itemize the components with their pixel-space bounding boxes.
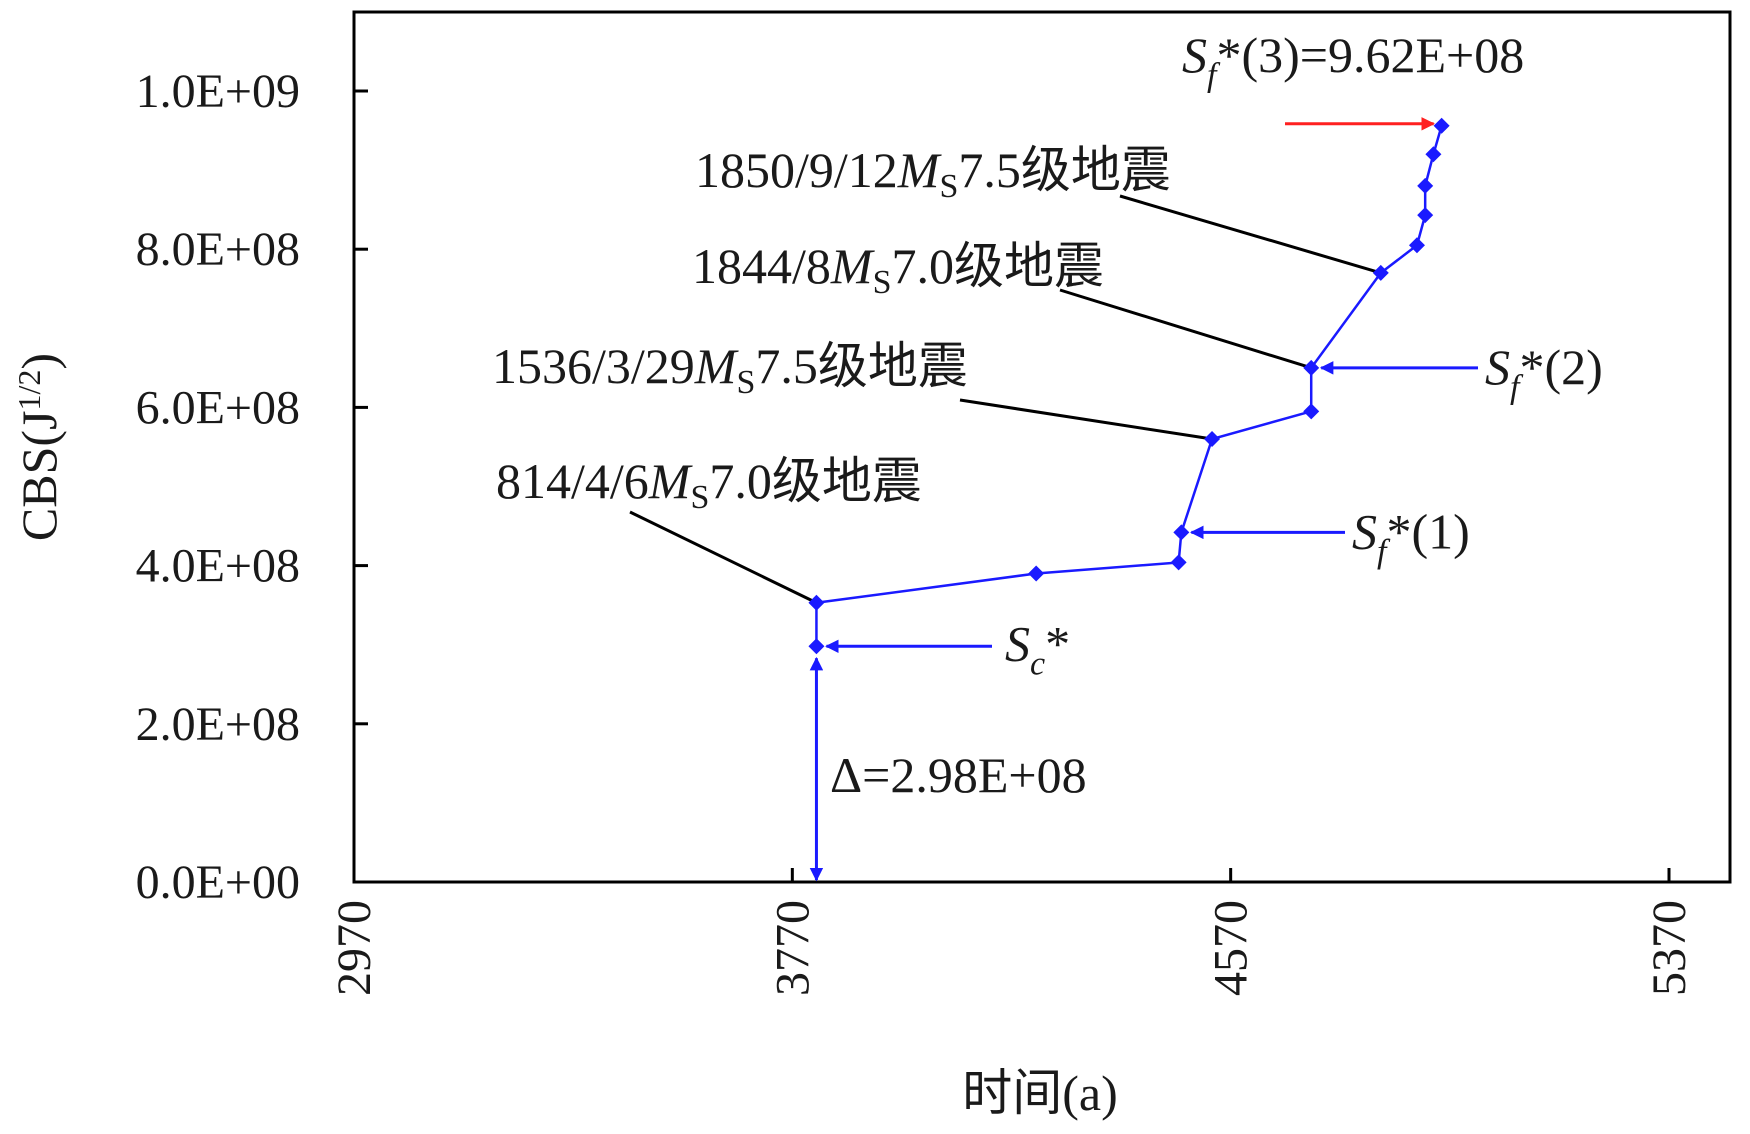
data-point [1417, 207, 1434, 224]
y-tick-label: 2.0E+08 [136, 698, 300, 751]
leader-line [959, 398, 1213, 441]
sf1-label: Sf*(1) [1352, 503, 1470, 570]
data-point [1173, 524, 1190, 541]
annotation-arrows [809, 117, 1478, 882]
quake-label: 1850/9/12MS7.5级地震 [695, 142, 1171, 205]
quake-label: 814/4/6MS7.0级地震 [496, 453, 922, 516]
leader-line [1119, 194, 1382, 275]
x-tick-label: 3770 [766, 900, 819, 996]
leader-line [629, 510, 818, 605]
y-axis-ticks: 0.0E+00 2.0E+08 4.0E+08 6.0E+08 8.0E+08 1.0E+… [136, 65, 368, 909]
x-tick-label: 5370 [1643, 900, 1696, 996]
x-tick-label: 2970 [328, 900, 381, 996]
data-point [1028, 565, 1045, 582]
data-point [1303, 403, 1320, 420]
y-tick-label: 1.0E+09 [136, 65, 300, 118]
sf2-label: Sf*(2) [1485, 339, 1603, 406]
data-point [1433, 117, 1450, 134]
data-point [1303, 359, 1320, 376]
y-tick-label: 0.0E+00 [136, 856, 300, 909]
data-point [1204, 431, 1221, 448]
data-point [808, 594, 825, 611]
data-point [808, 638, 825, 655]
annotation-labels: 814/4/6MS7.0级地震 1536/3/29MS7.5级地震 1844/8MS… [492, 27, 1603, 803]
plot-frame [352, 10, 1732, 884]
data-point [1170, 554, 1187, 571]
y-tick-label: 8.0E+08 [136, 223, 300, 276]
data-point [1425, 146, 1442, 163]
y-tick-label: 6.0E+08 [136, 381, 300, 434]
y-axis-title: CBS(J1/2) [11, 353, 67, 541]
sf3-label: Sf*(3)=9.62E+08 [1182, 27, 1524, 94]
sc-label: Sc* [1005, 615, 1070, 682]
leader-line [1059, 288, 1312, 370]
quake-label: 1844/8MS7.0级地震 [692, 238, 1104, 301]
x-axis-ticks: 2970 3770 4570 5370 [328, 868, 1696, 996]
x-tick-label: 4570 [1205, 900, 1258, 996]
data-point [1408, 237, 1425, 254]
cbs-series [808, 117, 1450, 655]
data-point [1417, 177, 1434, 194]
x-axis-title: 时间(a) [962, 1065, 1118, 1121]
data-point [1372, 264, 1389, 281]
quake-label: 1536/3/29MS7.5级地震 [492, 338, 968, 401]
leader-lines [629, 194, 1382, 605]
y-tick-label: 4.0E+08 [136, 540, 300, 593]
delta-label: Δ=2.98E+08 [830, 747, 1087, 803]
